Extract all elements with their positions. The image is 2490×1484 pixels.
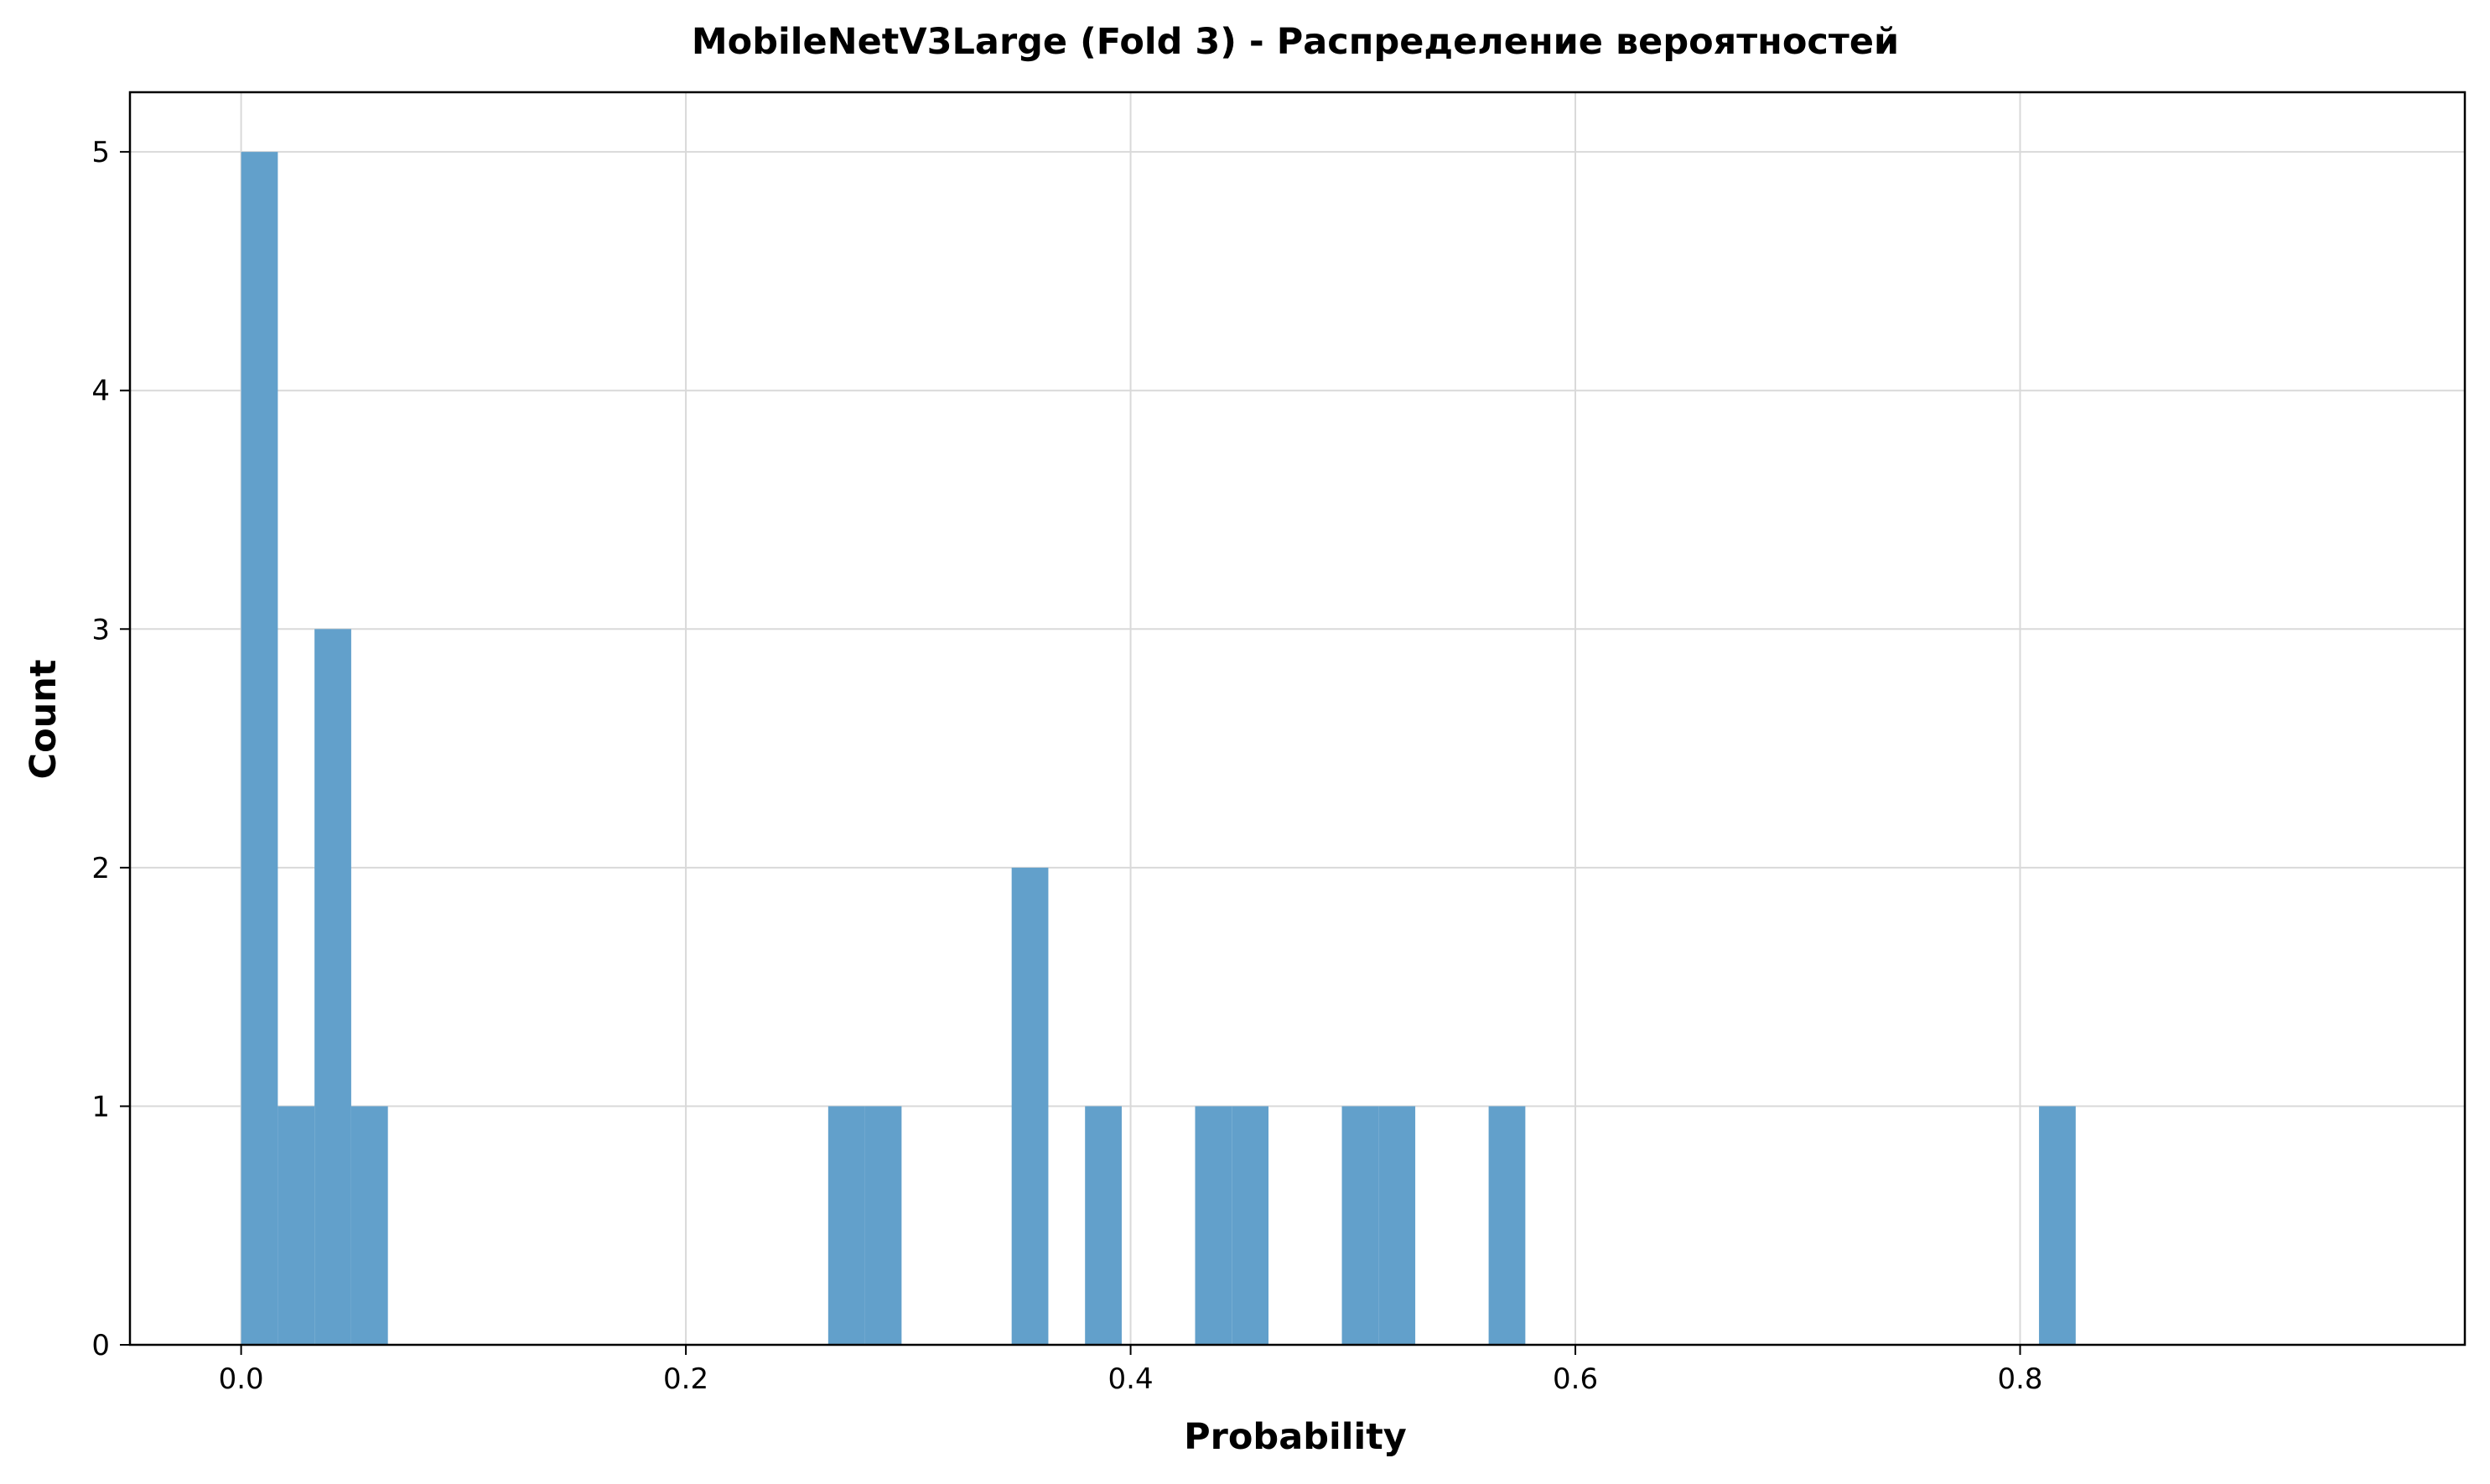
x-tick-label: 0.2 [663,1362,708,1396]
histogram-bar [1378,1106,1416,1345]
histogram-bar [278,1106,315,1345]
x-tick-label: 0.0 [219,1362,264,1396]
histogram-bar [864,1106,902,1345]
histogram-bar [1011,867,1049,1345]
histogram-bar [241,152,278,1346]
y-tick-label: 1 [91,1090,110,1123]
y-tick-label: 2 [91,852,110,885]
histogram-bar [1085,1106,1122,1345]
histogram-bar [1488,1106,1526,1345]
x-axis-label: Probability [1184,1416,1407,1458]
y-axis-label: Count [23,660,65,780]
x-tick-label: 0.8 [1997,1362,2042,1396]
plot-frame [128,91,2467,1346]
histogram-bar [314,629,351,1345]
histogram-bars [241,152,2076,1346]
x-tick-label: 0.6 [1553,1362,1598,1396]
y-axis-ticks: 0 1 2 3 4 5 [91,136,130,1362]
y-tick-label: 0 [91,1329,110,1362]
x-tick-label: 0.4 [1108,1362,1154,1396]
histogram-bar [827,1106,865,1345]
y-tick-label: 4 [91,375,110,408]
histogram-bar [1195,1106,1232,1345]
histogram-bar [1232,1106,1269,1345]
histogram-bar [350,1106,388,1345]
y-tick-label: 5 [91,136,110,169]
histogram-bar [2039,1106,2076,1345]
x-axis-ticks: 0.0 0.2 0.4 0.6 0.8 [219,1345,2043,1396]
histogram-bar [1341,1106,1379,1345]
grid-lines [130,92,2465,1346]
y-tick-label: 3 [91,613,110,646]
chart-title: MobileNetV3Large (Fold 3) - Распределени… [692,21,1899,63]
